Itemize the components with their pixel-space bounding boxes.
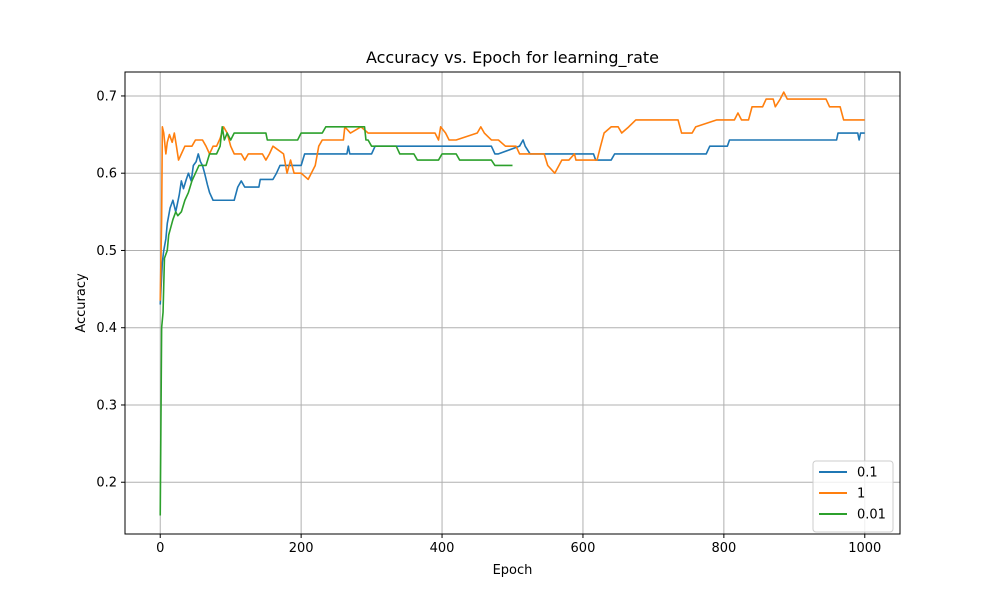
x-tick-label: 400	[430, 541, 455, 556]
x-axis-label: Epoch	[493, 563, 533, 578]
plot-area	[125, 72, 900, 534]
y-tick-label: 0.4	[96, 321, 117, 336]
y-tick-label: 0.2	[96, 476, 117, 491]
y-axis-label: Accuracy	[74, 273, 89, 333]
y-tick-label: 0.7	[96, 89, 117, 104]
y-tick-label: 0.5	[96, 244, 117, 259]
series-layer	[159, 91, 865, 516]
legend: 0.1 1 0.01	[812, 460, 894, 533]
legend-label: 1	[857, 487, 865, 502]
x-tick-label: 0	[156, 541, 164, 556]
plot-frame	[124, 71, 901, 535]
grid	[125, 72, 900, 534]
series-line-0	[159, 132, 865, 305]
legend-label: 0.1	[857, 466, 878, 481]
x-tick-label: 1000	[848, 541, 881, 556]
ticks: 0 200 400 600 800 1000 0.2 0.3 0.4 0.5 0.6 0.7	[96, 89, 881, 556]
x-tick-label: 200	[289, 541, 314, 556]
legend-label: 0.01	[857, 508, 886, 523]
x-tick-label: 800	[711, 541, 736, 556]
series-line-2	[159, 126, 513, 516]
series-line-1	[159, 91, 865, 301]
chart-title: Accuracy vs. Epoch for learning_rate	[366, 48, 659, 68]
y-tick-label: 0.6	[96, 167, 117, 182]
x-tick-label: 600	[571, 541, 596, 556]
y-tick-label: 0.3	[96, 398, 117, 413]
